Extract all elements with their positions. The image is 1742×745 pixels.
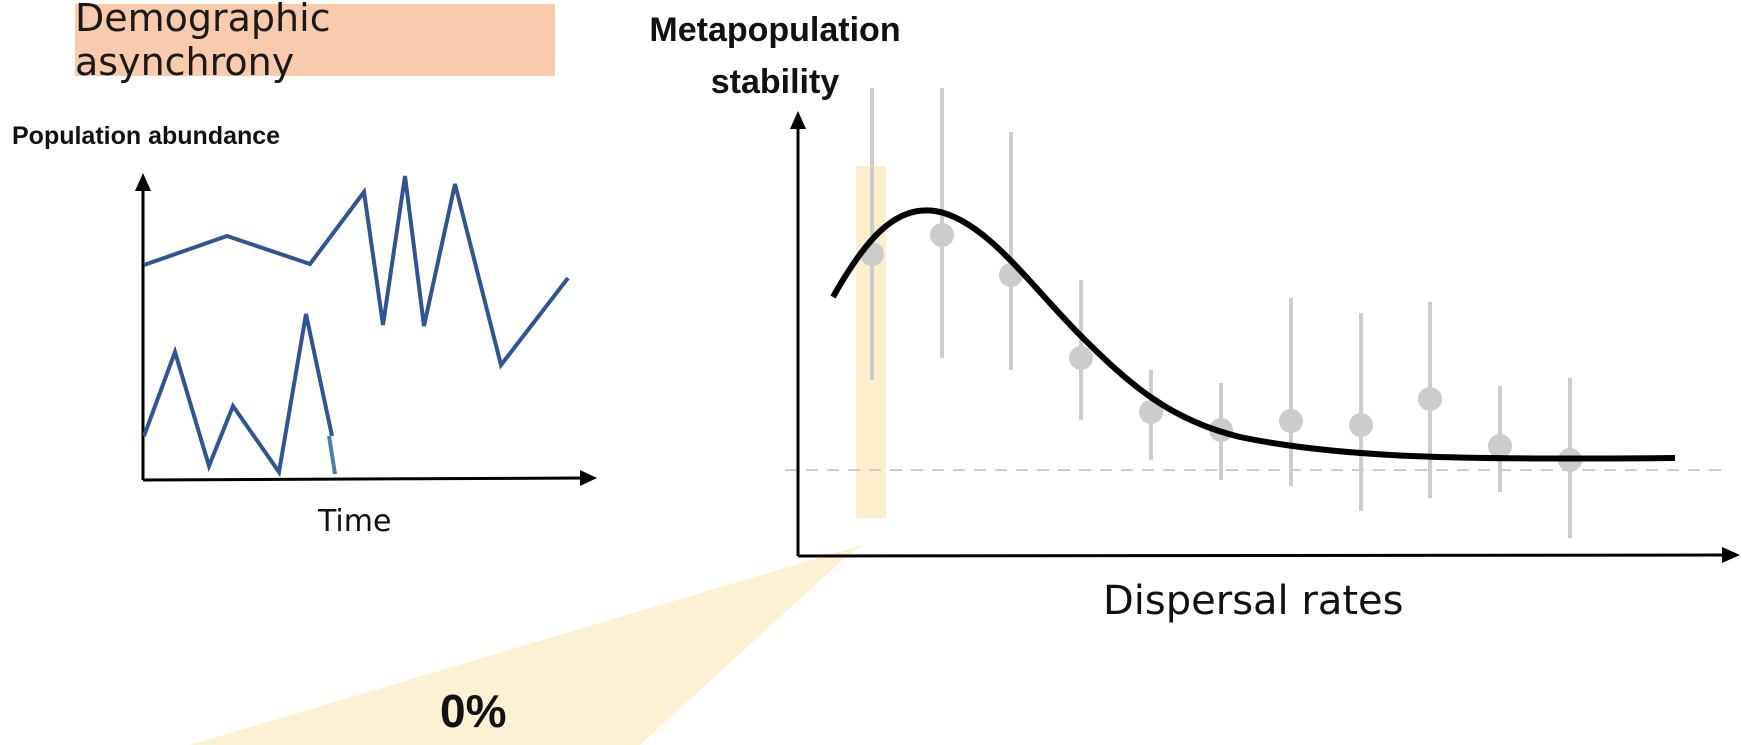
demographic-asynchrony-tag: Demographic asynchrony xyxy=(75,0,555,84)
stability-points xyxy=(860,88,1582,538)
right-x-axis-label: Dispersal rates xyxy=(1103,578,1404,624)
population-series-upper xyxy=(143,175,570,370)
data-point xyxy=(1279,409,1303,433)
zero-percent-callout: 0% xyxy=(440,685,507,737)
left-x-axis-label: Time xyxy=(318,504,392,539)
callout-wedge xyxy=(190,545,862,745)
data-point xyxy=(930,223,954,247)
left-y-arrowhead xyxy=(135,173,151,191)
population-series-lower-tail xyxy=(327,435,337,475)
data-point xyxy=(1349,413,1373,437)
left-x-arrowhead xyxy=(580,470,597,486)
left-y-axis-label: Population abundance xyxy=(12,122,281,150)
data-point xyxy=(1488,434,1512,458)
right-y-axis-label: Metapopulation stability xyxy=(649,11,901,101)
stability-curve xyxy=(830,207,1676,462)
data-point xyxy=(1418,387,1442,411)
right-axes xyxy=(796,122,1729,558)
right-x-arrowhead xyxy=(1722,547,1740,563)
right-y-arrowhead xyxy=(790,111,806,129)
data-point xyxy=(1139,400,1163,424)
data-point xyxy=(1069,346,1093,370)
left-axes xyxy=(141,180,587,482)
population-series-lower xyxy=(142,313,334,478)
